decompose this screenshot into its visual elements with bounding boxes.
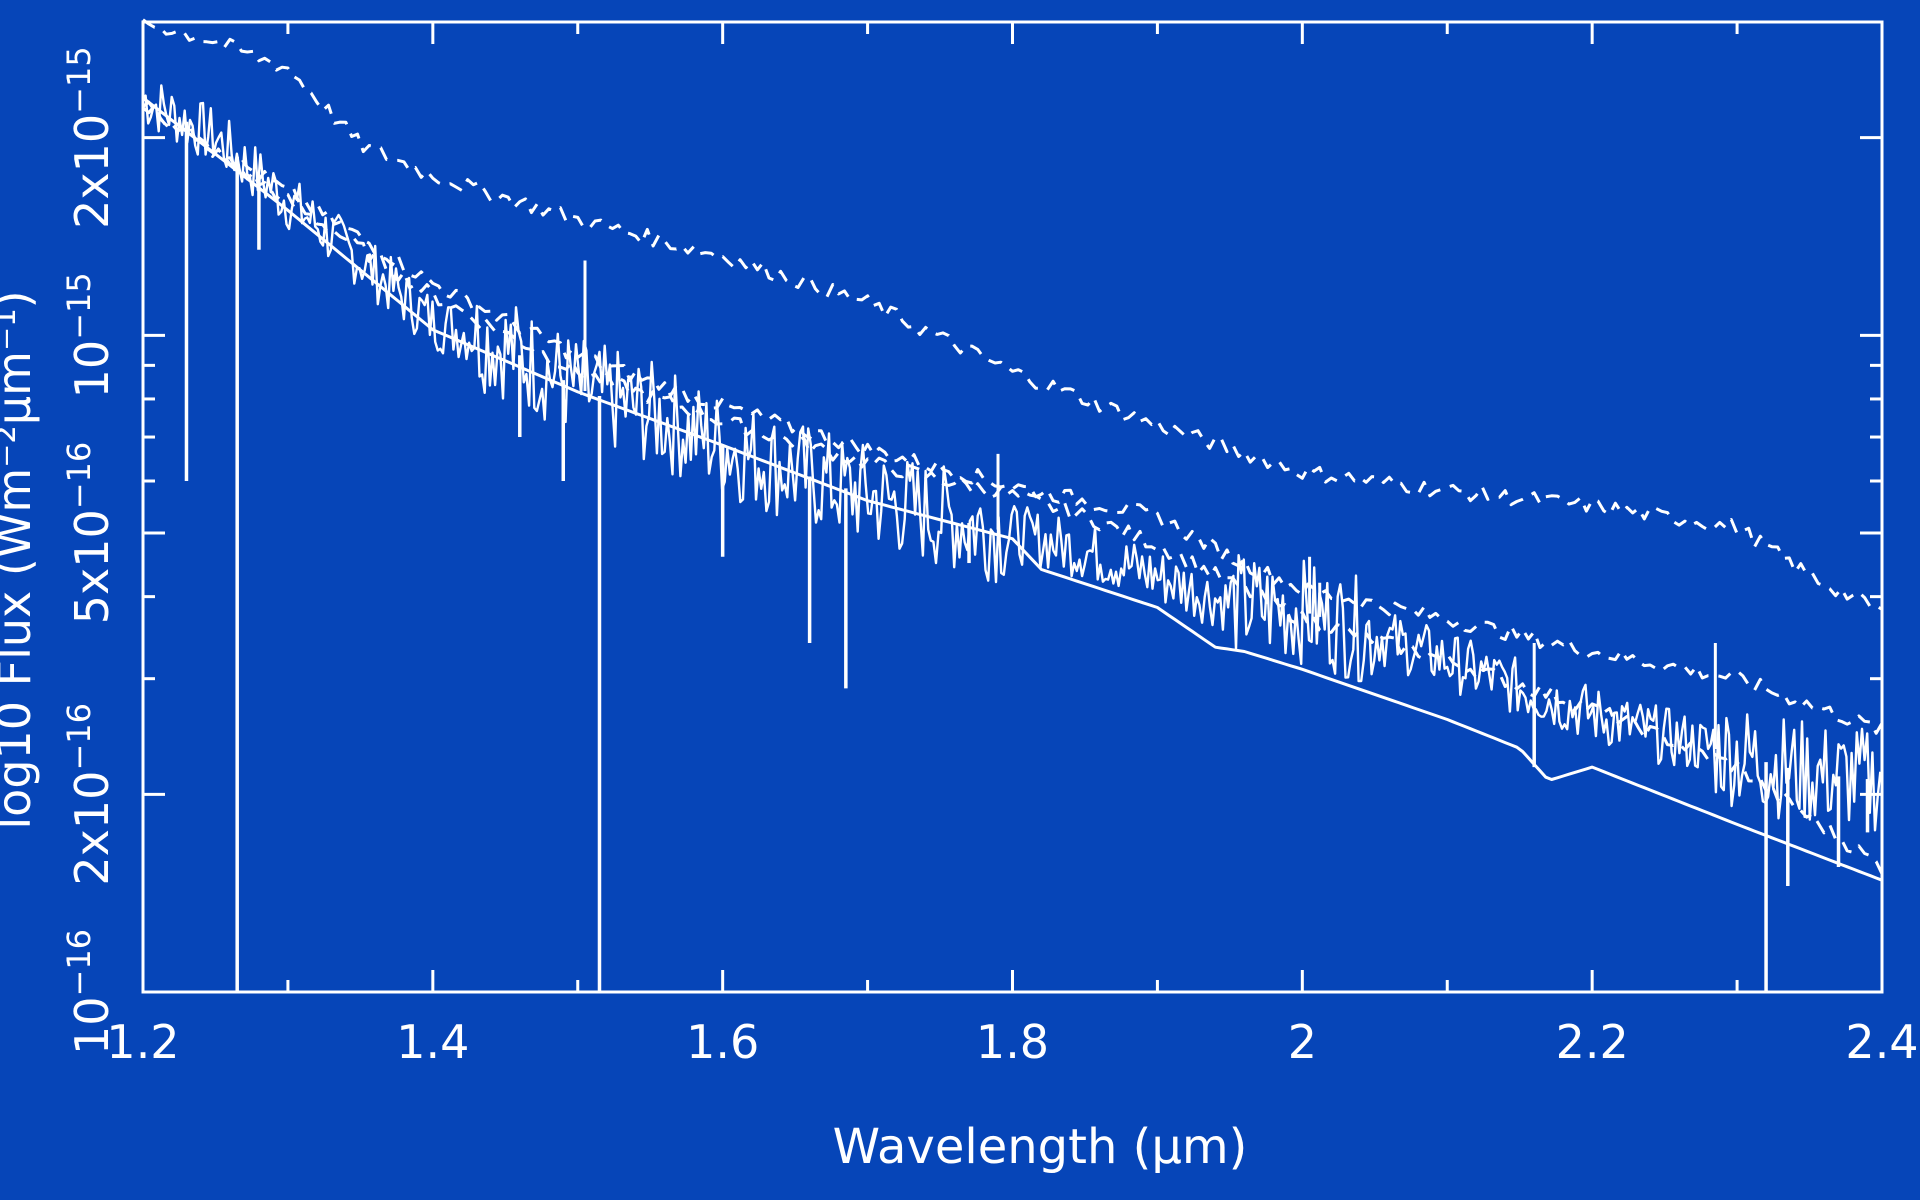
axis-ticks — [141, 20, 1884, 994]
x-tick-label: 1.4 — [396, 1015, 469, 1069]
x-tick-label: 2.2 — [1556, 1015, 1629, 1069]
spectrum-series-2 — [142, 96, 1883, 882]
spectrum-series-3 — [142, 100, 1884, 875]
series-group — [142, 18, 1884, 882]
y-axis-label: log10 Flux (Wm⁻²µm⁻¹) — [0, 290, 41, 829]
y-tick-labels: 10−16 2x10−16 5x10−16 10−15 2x10−15 — [60, 46, 119, 1055]
x-tick-label: 2.4 — [1845, 1015, 1918, 1069]
plot-border — [141, 20, 1884, 994]
y-tick-label: 5x10−16 — [60, 442, 119, 625]
x-tick-labels: 1.2 1.4 1.6 1.8 2 2.2 2.4 — [106, 1015, 1918, 1069]
y-tick-label: 10−16 — [60, 929, 119, 1055]
x-axis-label: Wavelength (µm) — [833, 1119, 1248, 1175]
spectrum-series-4 — [142, 104, 1884, 735]
spectrum-series-5 — [142, 18, 1883, 611]
y-tick-label: 2x10−16 — [60, 703, 119, 886]
x-tick-label: 1.2 — [106, 1015, 179, 1069]
x-tick-label: 2 — [1288, 1015, 1317, 1069]
plot-frame — [141, 20, 1884, 994]
x-tick-label: 1.8 — [976, 1015, 1049, 1069]
spike-group — [184, 121, 1870, 992]
x-tick-label: 1.6 — [686, 1015, 759, 1069]
y-tick-label: 10−15 — [60, 272, 119, 398]
y-tick-label: 2x10−15 — [60, 46, 119, 229]
spectrum-series-1 — [142, 84, 1882, 832]
